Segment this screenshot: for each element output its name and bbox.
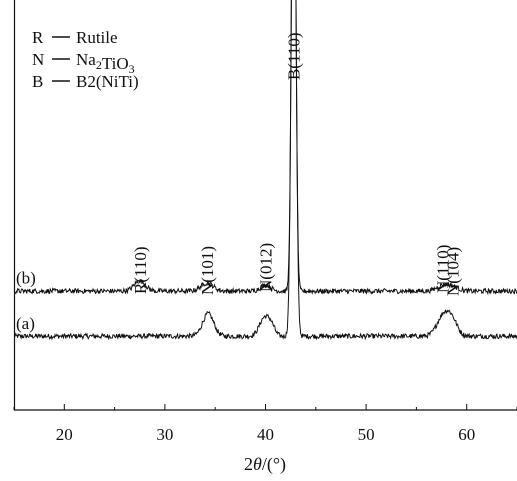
x-tick-label-20: 20 bbox=[56, 425, 73, 444]
annotation-n104: N(104) bbox=[444, 247, 463, 296]
series-layer bbox=[14, 0, 517, 341]
annotations: (a) (b) R(110) N(101) N(012) B(110) N(110)N(10… bbox=[16, 33, 463, 333]
x-tick-label-40: 40 bbox=[257, 425, 274, 444]
annotation-r110: R(110) bbox=[131, 247, 150, 295]
annotation-n101: N(101) bbox=[198, 246, 217, 295]
annotation-n012: N(012) bbox=[257, 243, 276, 292]
series-label-b: (b) bbox=[16, 269, 36, 288]
series-label-a: (a) bbox=[16, 314, 35, 333]
legend-label-b: B2(NiTi) bbox=[76, 72, 139, 91]
x-tick-label-30: 30 bbox=[156, 425, 173, 444]
annotation-b110: B(110) bbox=[285, 33, 304, 81]
legend-symbol-b: B bbox=[32, 72, 43, 91]
annotation-n110: N(110) bbox=[434, 245, 453, 293]
legend-symbol-n: N bbox=[32, 50, 44, 69]
x-axis-label: 2θ/(°) bbox=[244, 454, 286, 475]
axis-layer: 20 30 40 50 60 2θ/(°) bbox=[13, 0, 517, 475]
legend-label-r: Rutile bbox=[76, 28, 118, 47]
x-tick-label-60: 60 bbox=[458, 425, 475, 444]
x-tick-label-50: 50 bbox=[358, 425, 375, 444]
series-line-b bbox=[14, 0, 517, 296]
legend-symbol-r: R bbox=[32, 28, 44, 47]
legend: R Rutile N Na2TiO3 B B2(NiTi) bbox=[32, 28, 139, 91]
series-line-a bbox=[14, 0, 517, 341]
legend-label-n: Na2TiO3 bbox=[76, 50, 135, 76]
